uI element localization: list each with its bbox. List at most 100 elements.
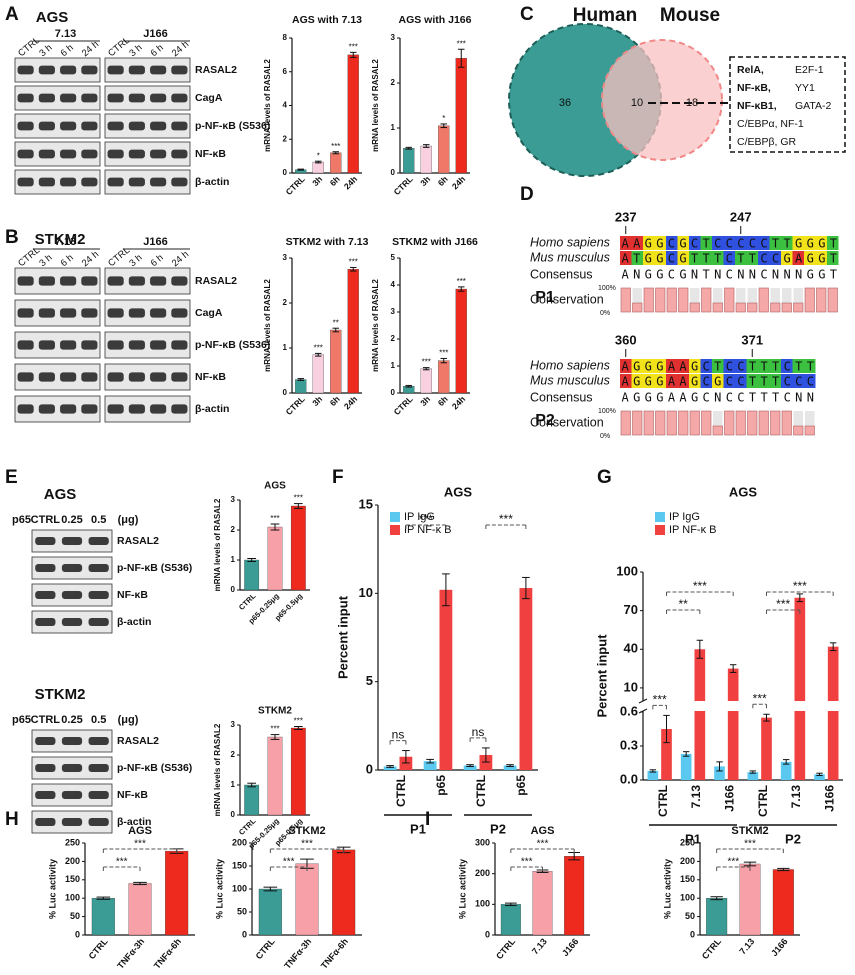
- nucleotide-cell: [620, 236, 632, 250]
- nucleotide-cell: [746, 236, 758, 250]
- y-tick-label: 3: [231, 495, 236, 504]
- significance: ***: [537, 839, 549, 850]
- nucleotide-cell: [758, 374, 770, 388]
- nucleotide-cell: [700, 359, 712, 373]
- y-tick-label: 4: [391, 280, 396, 289]
- bar: [455, 288, 467, 394]
- band: [107, 65, 124, 75]
- conservation-bar: [770, 410, 781, 436]
- y-tick-label: 4: [283, 101, 288, 110]
- y-tick-label: 2: [283, 134, 288, 143]
- chart-title: STKM2 with J166: [392, 236, 478, 248]
- nucleotide-cell: [804, 374, 816, 388]
- nucleotide-cell: [689, 236, 701, 250]
- chart-title: AGS with 7.13: [292, 14, 362, 26]
- nucleotide-cell: [758, 236, 770, 250]
- band: [61, 537, 83, 545]
- bar: [295, 863, 319, 936]
- bar: [347, 269, 359, 394]
- chart-title: AGS with J166: [399, 14, 472, 26]
- band: [35, 764, 56, 772]
- y-tick-label: 0.6: [620, 703, 638, 718]
- lane-label: 0.5: [91, 714, 106, 726]
- group-label: P2: [490, 821, 506, 836]
- band: [17, 65, 34, 75]
- nucleotide-cell: [620, 374, 632, 388]
- significance: ***: [521, 857, 533, 868]
- y-tick-label: 2: [391, 334, 396, 343]
- bar: [383, 766, 397, 770]
- nucleotide-cell: [735, 251, 747, 265]
- band: [150, 372, 167, 382]
- conservation-bar: [643, 287, 654, 313]
- legend-swatch: [390, 525, 400, 535]
- break-mark: [638, 708, 648, 714]
- nucleotide-cell: [735, 359, 747, 373]
- bar: [267, 736, 283, 816]
- significance: ***: [457, 39, 466, 48]
- band: [61, 737, 83, 745]
- bar: [91, 898, 115, 936]
- row-label: p-NF-κB (S536): [195, 120, 270, 132]
- lane-label: CTRL: [31, 714, 61, 726]
- band: [35, 564, 56, 572]
- nucleotide-cell: [746, 251, 758, 265]
- band: [150, 177, 167, 187]
- chart-title: STKM2: [288, 825, 325, 837]
- nucleotide-cell: [689, 359, 701, 373]
- band: [150, 121, 167, 131]
- y-tick-label: 10: [359, 585, 373, 600]
- y-tick-label: 3: [391, 33, 396, 42]
- bar: [330, 329, 342, 394]
- bar: [438, 125, 450, 174]
- conservation-bar: [724, 287, 735, 313]
- band: [60, 121, 77, 131]
- significance: ***: [314, 344, 323, 353]
- nucleotide-cell: [677, 236, 689, 250]
- conservation-bar: [632, 302, 643, 313]
- y-tick-label: 100: [65, 893, 80, 903]
- break-mark: [638, 698, 648, 704]
- bar: [455, 58, 467, 174]
- bar: [330, 152, 342, 174]
- row-label: β-actin: [195, 176, 229, 188]
- bar: [438, 360, 450, 394]
- significance: ***: [331, 142, 340, 151]
- band: [88, 737, 109, 745]
- band: [171, 93, 188, 103]
- bar: [423, 761, 437, 770]
- bar: [780, 761, 792, 780]
- band: [81, 65, 98, 75]
- band: [38, 65, 55, 75]
- position: 371: [741, 332, 763, 347]
- x-tick-label: CTRL: [474, 775, 488, 807]
- y-tick-label: 5: [366, 673, 373, 688]
- band: [61, 791, 83, 799]
- bar: [267, 526, 283, 591]
- band: [107, 93, 124, 103]
- band: [35, 537, 56, 545]
- band: [150, 65, 167, 75]
- band: [88, 591, 109, 599]
- band: [128, 65, 145, 75]
- chart-title: AGS: [128, 825, 152, 837]
- factor-highlight: NF-κB1,: [737, 100, 777, 112]
- band: [88, 791, 109, 799]
- panel-letter: F: [332, 467, 344, 488]
- y-tick-label: 3: [231, 720, 236, 729]
- bar: [661, 729, 672, 780]
- x-tick-label: J166: [723, 785, 737, 812]
- band: [38, 372, 55, 382]
- bar: [295, 379, 307, 394]
- band: [38, 177, 55, 187]
- nucleotide-cell: [700, 236, 712, 250]
- consensus: AGGGAAGCNCCTTTCNN: [622, 391, 815, 405]
- row-label: β-actin: [117, 616, 151, 628]
- band: [88, 564, 109, 572]
- nucleotide-cell: [781, 359, 793, 373]
- nucleotide-cell: [631, 251, 643, 265]
- bar: [772, 869, 794, 936]
- nucleotide-cell: [643, 251, 655, 265]
- band: [128, 276, 145, 286]
- nucleotide-cell: [712, 251, 724, 265]
